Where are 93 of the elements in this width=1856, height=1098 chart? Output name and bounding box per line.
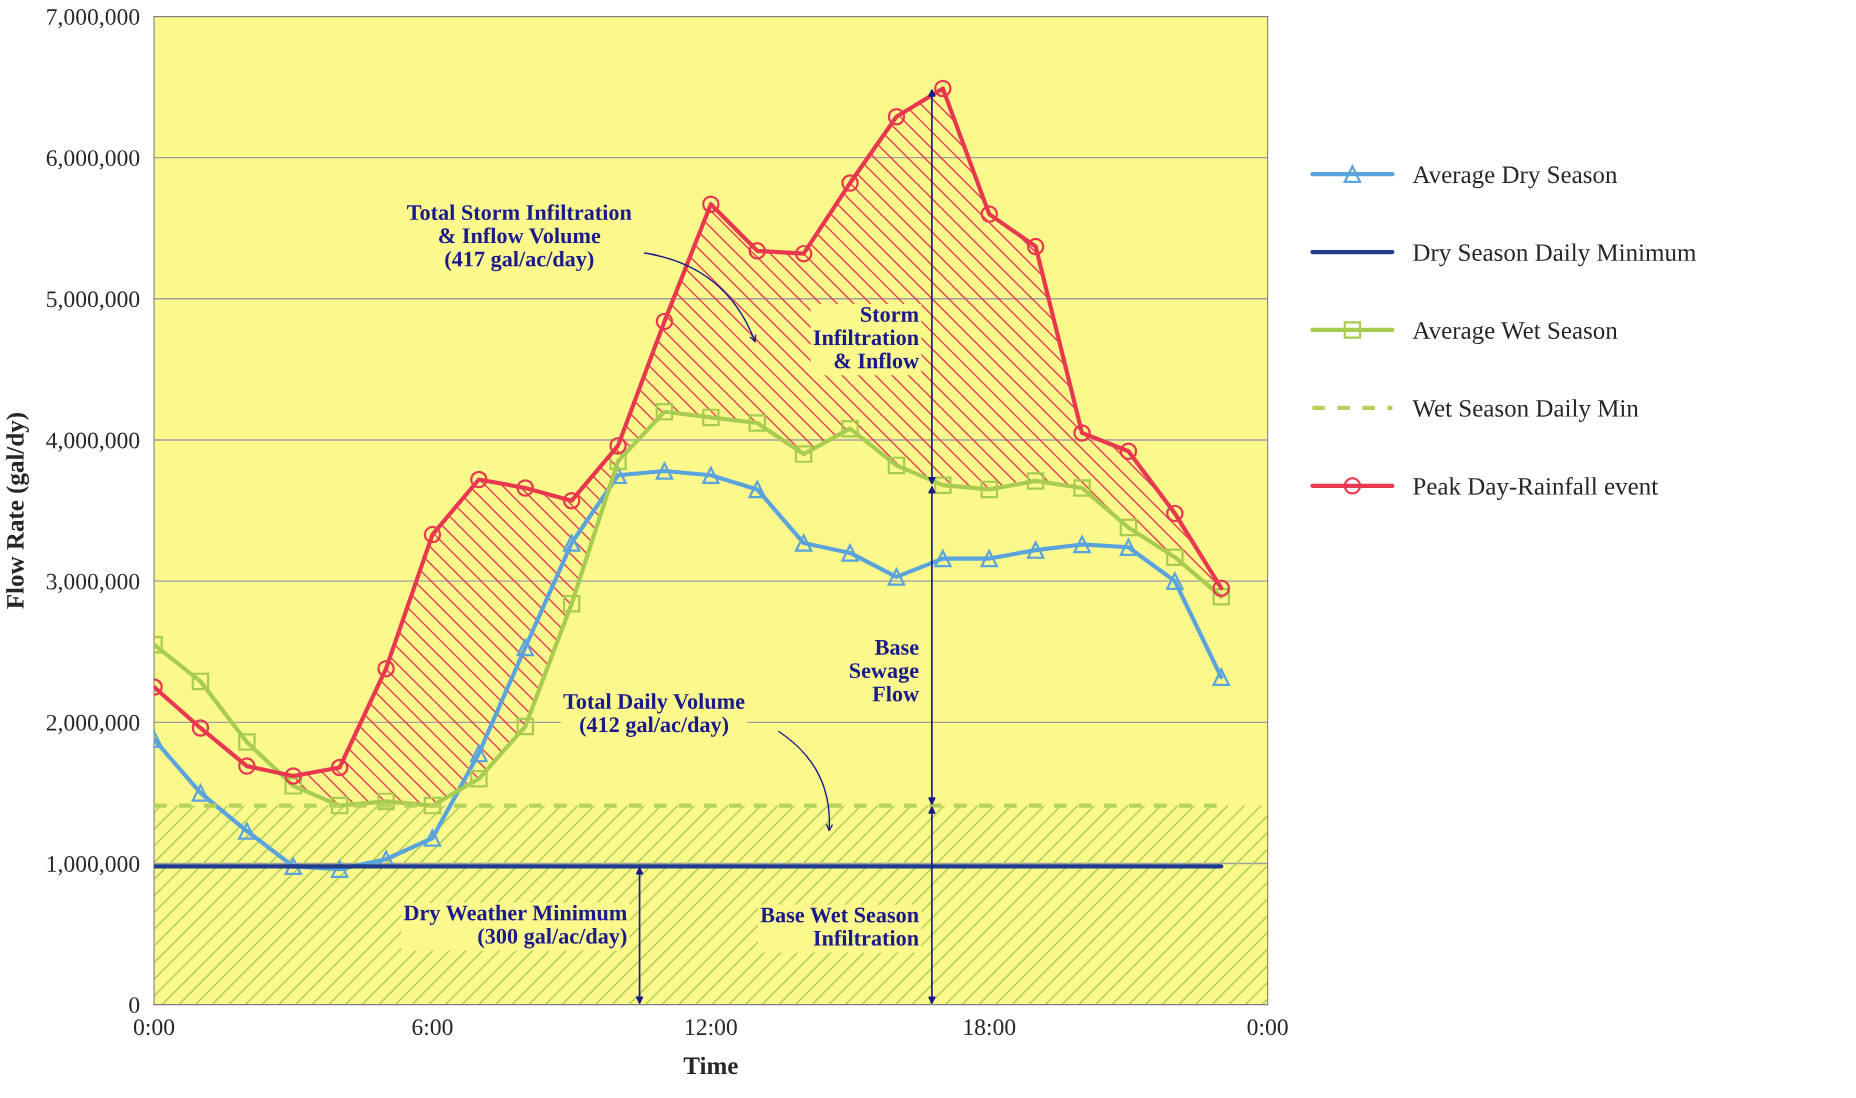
legend-label: Wet Season Daily Min	[1412, 399, 1639, 422]
point	[794, 244, 813, 263]
point	[516, 717, 534, 736]
y-tick-label: 7,000,000	[47, 8, 140, 29]
point	[1073, 479, 1091, 497]
legend-label: Dry Season Daily Minimum	[1413, 243, 1697, 267]
point	[794, 534, 813, 552]
point	[516, 479, 534, 497]
point	[748, 480, 766, 499]
point	[1212, 579, 1230, 597]
point	[562, 534, 581, 552]
annotation: Dry Weather Minimum (300 gal/ac/day)	[403, 904, 627, 949]
point	[980, 205, 998, 223]
point	[841, 544, 859, 562]
point	[887, 107, 906, 126]
y-tick-label: 4,000,000	[46, 432, 140, 452]
point	[423, 829, 442, 847]
y-axis-title: Flow Rate (gal/dy)	[6, 413, 30, 609]
point	[330, 758, 349, 777]
point	[1119, 518, 1138, 537]
point	[516, 638, 534, 657]
point	[1026, 472, 1045, 490]
y-tick-label: 2,000,000	[46, 714, 140, 735]
point	[609, 452, 627, 470]
x-tick-label: 0:00	[133, 1019, 175, 1036]
x-tick-label: 12:00	[686, 1019, 737, 1036]
point	[377, 792, 395, 811]
point	[1026, 541, 1045, 559]
point	[748, 414, 766, 432]
point	[423, 525, 442, 544]
point	[934, 476, 952, 494]
point	[1073, 535, 1091, 554]
point	[655, 462, 674, 480]
point	[330, 860, 349, 878]
point	[1166, 572, 1184, 590]
point	[238, 757, 256, 775]
point	[1166, 548, 1184, 566]
annotation: Base Wet Season Infiltration	[760, 907, 919, 946]
x-tick-label: 18:00	[964, 1019, 1016, 1036]
point	[1166, 504, 1184, 523]
point	[1212, 668, 1230, 686]
point	[284, 857, 302, 876]
point	[934, 549, 952, 568]
point	[470, 470, 488, 489]
annotation: Base Sewage Flow	[849, 640, 919, 702]
point	[470, 770, 488, 788]
point	[1119, 442, 1138, 461]
point	[841, 174, 859, 192]
point	[841, 419, 859, 438]
point	[980, 480, 998, 499]
point	[1119, 538, 1138, 557]
point	[655, 403, 674, 421]
point	[284, 767, 302, 785]
point	[934, 79, 952, 98]
point	[980, 549, 998, 568]
point	[655, 312, 674, 331]
point	[470, 744, 488, 763]
annotation: Storm Infiltration & Inflow	[813, 307, 919, 369]
y-tick-label: 3,000,000	[46, 573, 140, 593]
point	[748, 242, 766, 260]
point	[238, 733, 256, 751]
point	[1073, 424, 1091, 442]
point	[191, 672, 210, 691]
point	[562, 594, 581, 613]
point	[702, 408, 720, 427]
point	[887, 568, 906, 586]
point	[1212, 587, 1230, 606]
y-tick-label: 0	[129, 997, 140, 1014]
point	[562, 491, 581, 510]
point	[191, 719, 210, 737]
point	[1026, 237, 1045, 256]
legend-label: Average Wet Season	[1412, 322, 1618, 345]
point	[238, 822, 256, 840]
legend-label: Peak Day-Rainfall event	[1413, 476, 1659, 500]
point	[794, 445, 813, 463]
legend-label: Average Dry Season	[1412, 166, 1618, 189]
y-tick-label: 1,000,000	[47, 855, 140, 876]
point	[609, 436, 627, 455]
point	[702, 195, 720, 213]
y-tick-label: 6,000,000	[46, 150, 140, 170]
point	[284, 777, 302, 795]
x-tick-label: 6:00	[412, 1019, 453, 1036]
point	[191, 784, 210, 802]
point	[377, 659, 395, 678]
point	[423, 796, 442, 815]
x-tick-label: 0:00	[1247, 1019, 1288, 1036]
point	[702, 466, 720, 485]
point	[887, 456, 906, 475]
annotation: Total Storm Infiltration & Inflow Volume (417 gal/ac/day)	[407, 204, 632, 272]
annotation: Total Daily Volume (412 gal/ac/day)	[563, 693, 745, 737]
y-tick-label: 5,000,000	[47, 291, 140, 311]
x-axis-title: Time	[683, 1056, 738, 1075]
point	[330, 796, 349, 815]
